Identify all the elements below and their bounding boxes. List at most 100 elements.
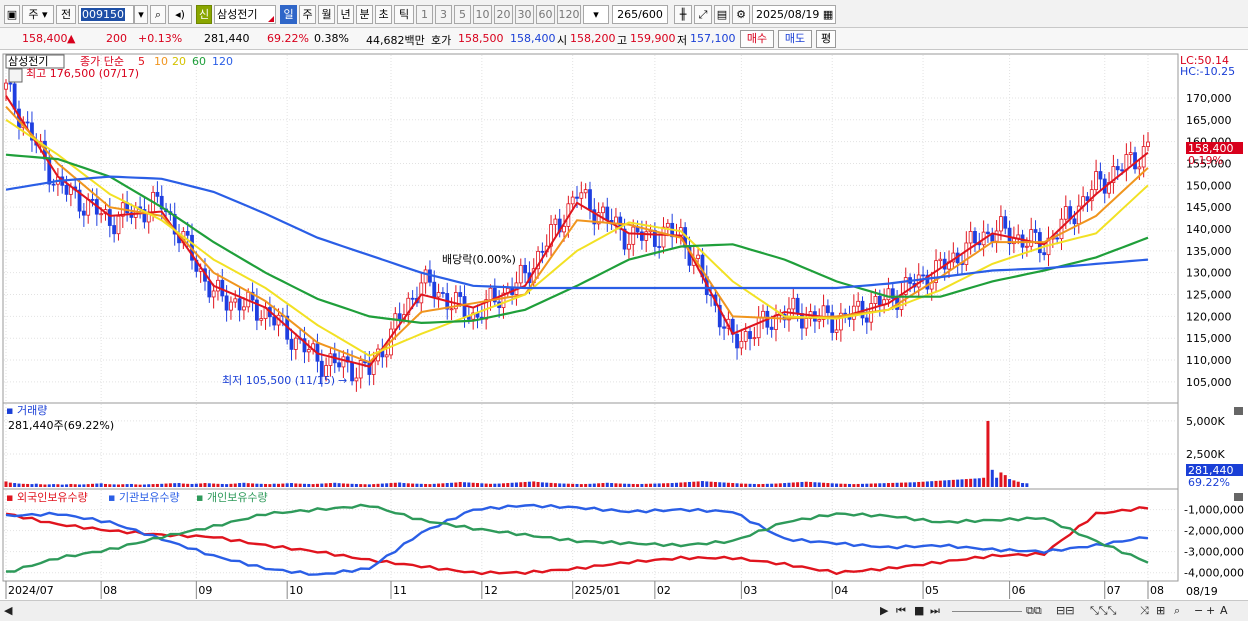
corner-marker-icon <box>268 16 274 22</box>
tab-period-week[interactable]: 주 <box>299 5 316 24</box>
compare-icon[interactable]: ⧉⧉ <box>1026 604 1042 617</box>
interval-button-60[interactable]: 60 <box>536 5 555 24</box>
draw-tools-icon[interactable]: ⤡⤡⤡ <box>1090 604 1117 617</box>
search-icon[interactable]: ⌕ <box>150 5 166 24</box>
volume-bar <box>350 483 354 487</box>
tab-period-tick[interactable]: 틱 <box>394 5 414 24</box>
tab-period-week-label: 주 <box>302 8 313 21</box>
volume-bar <box>973 478 977 487</box>
date-field[interactable]: 2025/08/19 ▦ <box>752 5 836 24</box>
holding-pane-close-icon[interactable] <box>1234 493 1243 501</box>
sound-icon[interactable]: ◂) <box>168 5 192 24</box>
chart-svg[interactable]: 105,000 110,000 115,000 120,000 125,000 130,0… <box>0 51 1248 601</box>
fast-forward-icon[interactable]: ⏭ <box>930 604 940 617</box>
chart-lock-icon[interactable] <box>8 68 23 83</box>
interval-button-20[interactable]: 20 <box>494 5 513 24</box>
stock-code-input[interactable]: 009150 <box>78 5 134 24</box>
volume-bar <box>476 483 480 487</box>
candle-body <box>449 308 454 311</box>
interval-button-120[interactable]: 120 <box>557 5 581 24</box>
volume-bar <box>190 483 194 487</box>
interval-button-10[interactable]: 10 <box>473 5 492 24</box>
volume-bar <box>463 482 467 487</box>
holding-line-개인보유수량 <box>6 503 1149 573</box>
zoom-slider[interactable] <box>952 611 1022 612</box>
magnify-icon[interactable]: ⌕ <box>1174 604 1181 617</box>
turnover-pct: 0.38% <box>314 32 349 45</box>
bottom-scrollbar[interactable]: ◀ ▶ ⏮ ■ ⏭ ⧉⧉ ⊟⊟ ⤡⤡⤡ ⤨ ⊞ ⌕ − + A <box>0 600 1248 621</box>
volume-pane-close-icon[interactable] <box>1234 407 1243 415</box>
candle-body <box>142 209 147 223</box>
volume-bar <box>744 483 748 487</box>
volume-bar <box>527 481 531 487</box>
drawing-tool-icon[interactable]: ⤢ <box>694 5 712 24</box>
holding-legend-institution: ▪ 기관보유수량 <box>108 491 180 504</box>
tab-period-year[interactable]: 년 <box>337 5 354 24</box>
candle-body <box>250 291 255 301</box>
holding-axis: -1,000,000 -2,000,000 -3,000,000 -4,000,000 <box>1184 504 1244 580</box>
hc-value: HC:-10.25 <box>1180 65 1235 78</box>
interval-button-3[interactable]: 3 <box>435 5 452 24</box>
save-icon[interactable]: ▤ <box>714 5 730 24</box>
candle-body <box>86 198 91 216</box>
scroll-right-icon[interactable]: ▶ <box>880 604 889 617</box>
volume-bar <box>787 482 791 487</box>
split-icon[interactable]: ⊟⊟ <box>1056 604 1075 617</box>
interval-button-1[interactable]: 1 <box>416 5 433 24</box>
analysis-icon[interactable]: ⤨ <box>1140 604 1149 617</box>
chevron-down-icon[interactable]: ▾ <box>134 5 148 24</box>
ma-line-20 <box>5 118 1149 357</box>
candle-body <box>696 254 701 259</box>
holding-legend-foreign: ▪ 외국인보유수량 <box>6 491 88 504</box>
volume-bar <box>558 483 562 487</box>
custom-interval-select[interactable]: ▾ <box>583 5 609 24</box>
scroll-left-icon[interactable]: ◀ <box>4 604 13 617</box>
font-size-icon[interactable]: A <box>1220 604 1228 617</box>
candle-body <box>289 338 294 350</box>
chart-area: 105,000 110,000 115,000 120,000 125,000 130,0… <box>0 51 1248 601</box>
quote-strip: 158,400 ▲ 200 +0.13% 281,440 69.22% 0.38… <box>0 28 1248 50</box>
tab-period-minute[interactable]: 분 <box>356 5 373 24</box>
date-tick-label: 03 <box>743 584 757 597</box>
zoom-in-icon[interactable]: + <box>1206 604 1216 617</box>
volume-bar <box>60 484 64 487</box>
sell-button[interactable]: 매도 <box>778 30 812 48</box>
candle-body <box>903 277 908 295</box>
volume-bar <box>441 483 445 487</box>
stop-icon[interactable]: ■ <box>914 604 925 617</box>
candle-body <box>570 196 575 205</box>
candle-body <box>921 274 925 277</box>
candle-type-icon[interactable]: ╫ <box>674 5 692 24</box>
period-prev-button[interactable]: 전 <box>56 5 76 24</box>
count-field[interactable]: 265/600 <box>612 5 668 24</box>
volume-bar <box>700 481 704 487</box>
gear-icon[interactable]: ⚙ <box>732 5 750 24</box>
candle-body <box>432 281 437 298</box>
layout-icon[interactable]: ▣ <box>4 5 20 24</box>
volume-bar <box>856 483 860 487</box>
volume-bar <box>99 483 103 487</box>
candle-body <box>1133 152 1137 170</box>
candle-body <box>64 184 69 195</box>
period-main-select[interactable]: 주 ▾ <box>22 5 54 24</box>
tab-period-day[interactable]: 일 <box>280 5 297 24</box>
candle-body <box>800 313 804 329</box>
grid-toggle-icon[interactable]: ⊞ <box>1156 604 1166 617</box>
tab-period-second[interactable]: 초 <box>375 5 392 24</box>
tab-period-month[interactable]: 월 <box>318 5 335 24</box>
zoom-out-icon[interactable]: − <box>1194 604 1204 617</box>
candle-body <box>838 312 843 331</box>
volume-bar <box>493 483 497 487</box>
stock-name-field[interactable]: 삼성전기 <box>214 5 276 24</box>
candle-body <box>207 280 212 298</box>
volume-bar <box>380 483 384 487</box>
evaluate-button[interactable]: 평 <box>816 30 836 48</box>
volume-bar <box>826 483 830 487</box>
interval-button-5[interactable]: 5 <box>454 5 471 24</box>
volume-bar <box>168 483 172 487</box>
rewind-icon[interactable]: ⏮ <box>896 604 906 617</box>
interval-button-30[interactable]: 30 <box>515 5 534 24</box>
candle-body <box>605 206 610 221</box>
buy-button[interactable]: 매수 <box>740 30 774 48</box>
volume-bar <box>398 482 402 487</box>
